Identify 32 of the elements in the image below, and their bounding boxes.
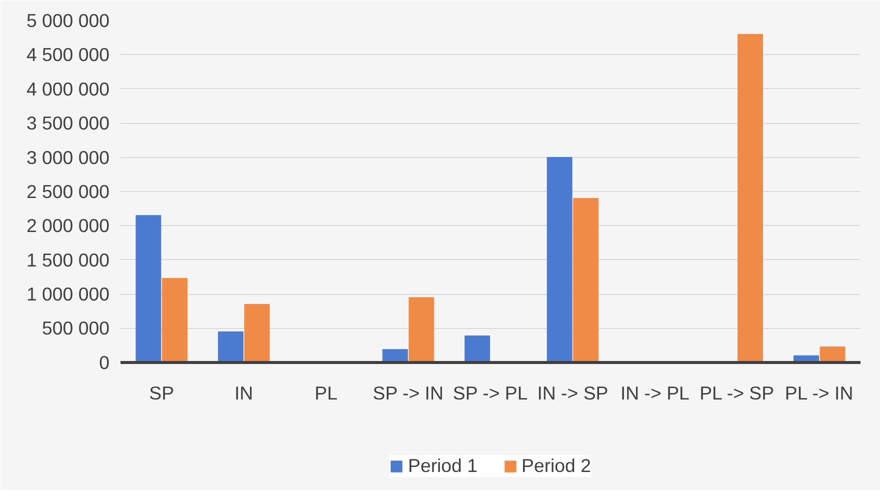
bar bbox=[820, 346, 846, 363]
bar bbox=[464, 335, 490, 363]
y-tick-label: 500 000 bbox=[42, 318, 110, 339]
bar bbox=[546, 157, 572, 363]
y-tick-label: 3 500 000 bbox=[26, 112, 110, 134]
y-tick-label: 4 000 000 bbox=[26, 78, 110, 100]
legend-label: Period 1 bbox=[408, 455, 478, 477]
bar bbox=[218, 331, 244, 363]
y-tick-label: 1 000 000 bbox=[26, 284, 110, 305]
bar bbox=[408, 297, 434, 363]
y-tick-label: 2 500 000 bbox=[26, 180, 110, 202]
y-tick-label: 5 000 000 bbox=[26, 10, 110, 31]
y-tick-label: 4 500 000 bbox=[26, 44, 110, 66]
x-tick-label: PL bbox=[314, 382, 338, 404]
bar bbox=[244, 304, 270, 363]
y-tick-label: 2 000 000 bbox=[26, 215, 110, 236]
legend-label: Period 2 bbox=[522, 455, 591, 477]
y-tick-label: 3 000 000 bbox=[26, 146, 110, 168]
x-tick-label: SP bbox=[149, 382, 174, 404]
x-tick-label: PL -> IN bbox=[784, 382, 854, 404]
x-tick-label: IN bbox=[234, 382, 254, 404]
y-tick-label: 1 500 000 bbox=[26, 249, 110, 270]
bar bbox=[738, 34, 764, 363]
bar bbox=[573, 198, 599, 363]
x-tick-label: IN -> SP bbox=[537, 382, 608, 404]
x-tick-label: IN -> PL bbox=[620, 382, 690, 404]
bar bbox=[136, 215, 162, 363]
x-tick-label: SP -> IN bbox=[372, 382, 444, 404]
x-tick-label: PL -> SP bbox=[700, 382, 774, 404]
x-tick-label: SP -> PL bbox=[452, 382, 528, 404]
y-tick-label: 0 bbox=[99, 352, 110, 373]
bar bbox=[162, 278, 188, 363]
